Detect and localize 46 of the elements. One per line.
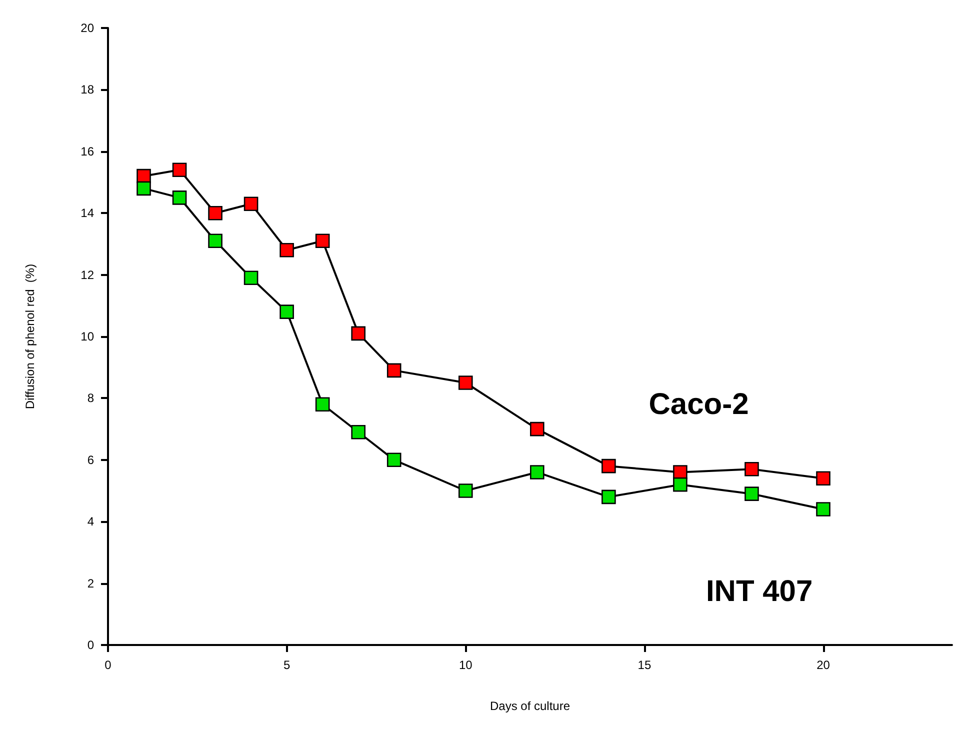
point (208, 234, 222, 248)
point (280, 242, 294, 258)
point (351, 424, 366, 440)
point (351, 326, 366, 341)
point (315, 397, 330, 412)
point (530, 465, 544, 480)
point (172, 162, 187, 178)
point (530, 422, 544, 436)
point (315, 234, 330, 248)
point (244, 196, 258, 211)
point (816, 471, 830, 486)
point (280, 304, 294, 319)
point (136, 181, 151, 196)
point (244, 270, 258, 286)
y-axis-title: Diffusion of phenol red (%) (23, 264, 37, 410)
x-tick-label: 15 (638, 658, 652, 672)
y-tick-label: 16 (80, 144, 94, 158)
y-tick-label: 2 (87, 576, 94, 590)
y-tick-label: 18 (80, 82, 94, 97)
y-tick-label: 20 (80, 21, 94, 35)
x-axis-title: Days of culture (490, 699, 570, 713)
point (602, 490, 616, 504)
y-tick-label: 4 (87, 514, 94, 529)
series-label: INT 407 (706, 575, 813, 608)
point (458, 376, 473, 390)
series-label: Caco-2 (648, 388, 749, 421)
y-tick-label: 6 (87, 452, 94, 467)
point (458, 484, 473, 498)
x-tick-label: 5 (283, 658, 290, 672)
point (386, 452, 402, 468)
y-tick-label: 12 (80, 268, 94, 282)
point (386, 363, 402, 378)
point (172, 190, 187, 205)
point (744, 486, 759, 501)
y-tick-label: 10 (80, 330, 94, 344)
point (208, 206, 222, 220)
point (744, 462, 759, 476)
y-tick-label: 0 (87, 638, 94, 652)
x-tick-label: 10 (458, 658, 473, 672)
y-tick-label: 8 (87, 391, 94, 406)
y-tick-label: 14 (80, 206, 94, 220)
point (602, 458, 616, 474)
point (816, 502, 830, 516)
point (673, 477, 688, 492)
x-tick-label: 20 (816, 658, 830, 672)
x-tick-label: 0 (104, 658, 112, 672)
